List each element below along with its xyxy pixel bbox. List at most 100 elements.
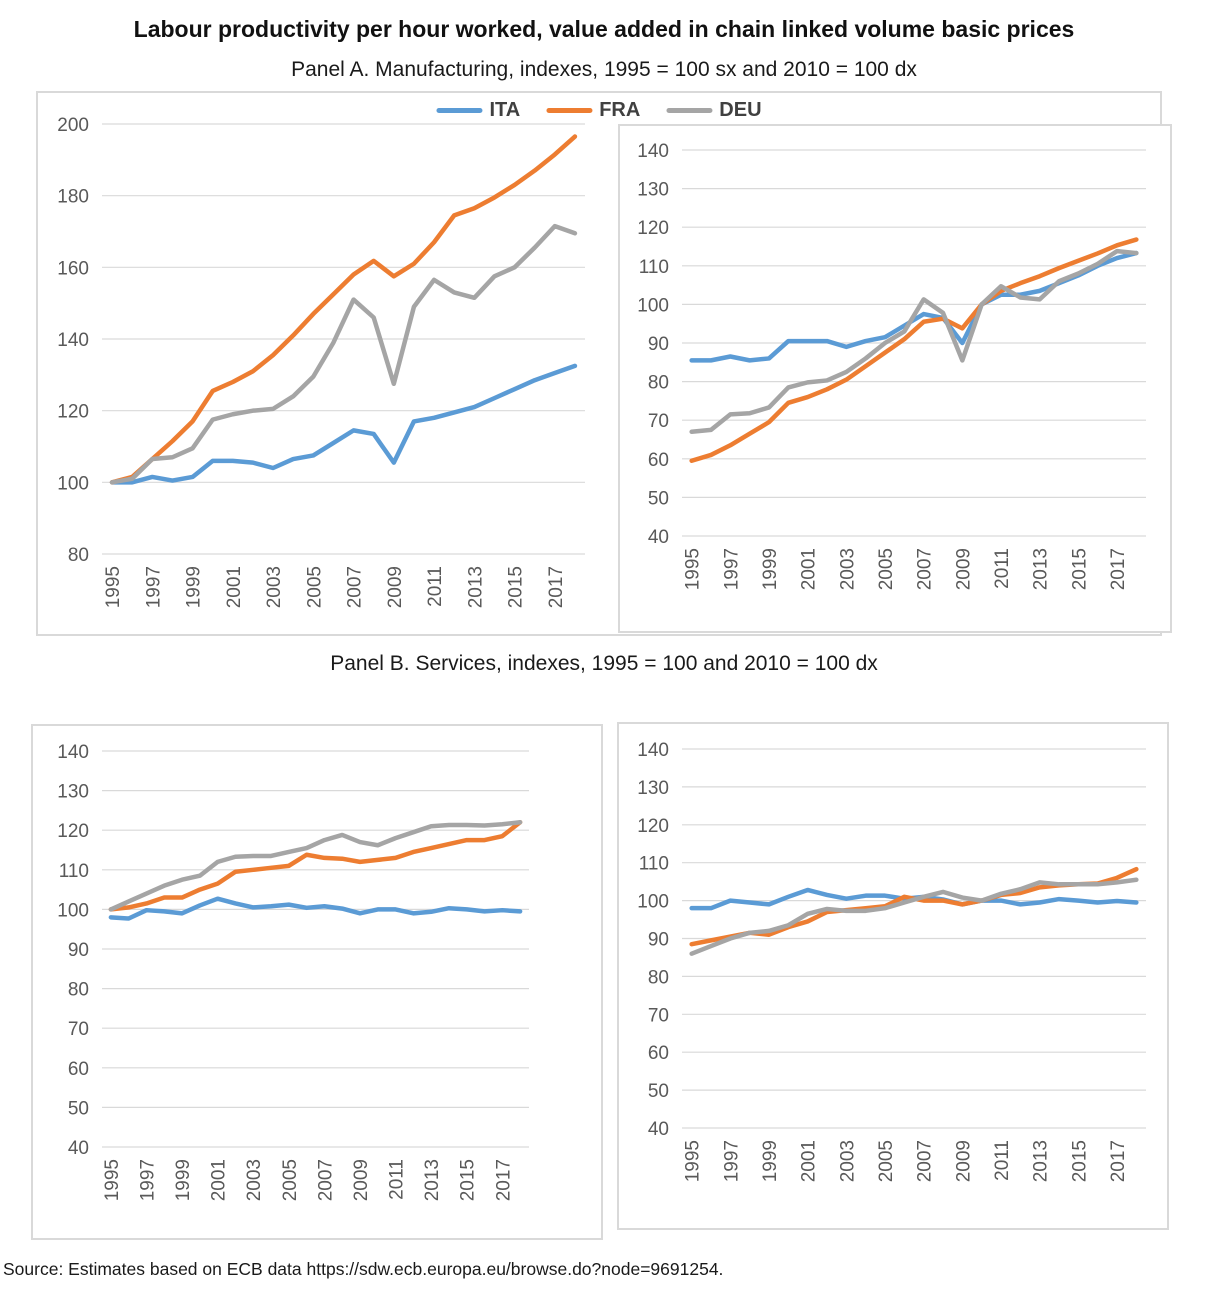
y-axis-tick-label: 110: [59, 861, 89, 882]
y-axis-tick-label: 90: [648, 930, 669, 951]
x-axis-tick-label: 2011: [992, 548, 1013, 589]
legend-item-deu: DEU: [666, 99, 762, 122]
y-axis-tick-label: 60: [648, 1043, 669, 1064]
deu-line-swatch: [666, 108, 713, 113]
x-axis-tick-label: 2011: [992, 1140, 1013, 1181]
legend-label-ita: ITA: [489, 99, 521, 121]
x-axis-tick-label: 2005: [280, 1159, 301, 1201]
x-axis-tick-label: 2003: [837, 548, 858, 590]
y-axis-tick-label: 100: [57, 900, 89, 921]
y-axis-tick-label: 80: [68, 545, 89, 566]
y-axis-tick-label: 60: [68, 1059, 89, 1080]
x-axis-tick-label: 1995: [683, 548, 704, 590]
y-axis-tick-label: 50: [648, 488, 669, 509]
series-line-fra: [109, 134, 578, 485]
y-axis-tick-label: 100: [637, 295, 669, 316]
x-axis-tick-label: 2001: [799, 1140, 820, 1182]
y-axis-tick-label: 140: [637, 141, 669, 162]
panel-a-subtitle: Panel A. Manufacturing, indexes, 1995 = …: [291, 58, 917, 81]
x-axis-tick-label: 1997: [143, 566, 164, 608]
y-axis-tick-label: 110: [639, 854, 669, 875]
y-axis-tick-label: 40: [68, 1138, 89, 1159]
y-axis-tick-label: 40: [648, 1119, 669, 1140]
x-axis-tick-label: 2015: [1069, 548, 1090, 590]
x-axis-tick-label: 2003: [244, 1159, 265, 1201]
x-axis-tick-label: 2009: [351, 1159, 372, 1201]
x-axis-tick-label: 2013: [422, 1159, 443, 1201]
y-axis-tick-label: 120: [637, 816, 669, 837]
y-axis-tick-label: 130: [637, 180, 669, 201]
y-axis-tick-label: 100: [637, 892, 669, 913]
x-axis-tick-label: 2017: [1108, 548, 1129, 590]
legend-label-deu: DEU: [719, 99, 762, 121]
x-axis-tick-label: 2003: [837, 1140, 858, 1182]
x-axis-tick-label: 2007: [315, 1159, 336, 1201]
x-axis-tick-label: 1995: [683, 1140, 704, 1182]
x-axis-tick-label: 1999: [760, 1140, 781, 1182]
series-line-ita: [108, 896, 523, 921]
x-axis-tick-label: 1997: [721, 548, 742, 590]
panel-b-subtitle: Panel B. Services, indexes, 1995 = 100 a…: [330, 652, 878, 675]
series-line-deu: [109, 223, 578, 485]
panel-a-right-chart: 40 50 60 70 80 90 100 110 120 130 140 1995 1997 1999 2…: [618, 124, 1172, 633]
y-axis-tick-label: 80: [648, 373, 669, 394]
panel-b-right-plot: 40 50 60 70 80 90 100 110 120 130 140 1995 1997 1999 2…: [637, 740, 1146, 1182]
y-axis-tick-label: 100: [57, 473, 89, 494]
x-axis-tick-label: 2005: [876, 1140, 897, 1182]
y-axis-tick-label: 50: [68, 1098, 89, 1119]
x-axis-tick-label: 2015: [506, 566, 527, 608]
y-axis-tick-label: 60: [648, 450, 669, 471]
x-axis-tick-label: 2009: [953, 1140, 974, 1182]
x-axis-tick-label: 2001: [209, 1159, 230, 1201]
panel-a-left-plot: 80 100 120 140 160 180 200 1995 1997 1999 2001 2003…: [57, 115, 585, 608]
x-axis-tick-label: 2013: [465, 566, 486, 608]
series-line-deu: [108, 820, 523, 912]
x-axis-tick-label: 2007: [345, 566, 366, 608]
series-line-fra: [108, 820, 523, 912]
x-axis-tick-label: 2011: [387, 1159, 408, 1200]
x-axis-tick-label: 2001: [799, 548, 820, 590]
x-axis-tick-label: 1995: [103, 566, 124, 608]
panel-b-left-plot: 40 50 60 70 80 90 100 110 120 130 140 1995 1997 1999 2…: [57, 742, 529, 1201]
x-axis-tick-label: 2003: [264, 566, 285, 608]
x-axis-tick-label: 2009: [385, 566, 406, 608]
y-axis-tick-label: 50: [648, 1081, 669, 1102]
figure-title: Labour productivity per hour worked, val…: [133, 16, 1075, 42]
panel-b-left-chart: 40 50 60 70 80 90 100 110 120 130 140 1995 1997 1999 2…: [31, 724, 603, 1240]
y-axis-tick-label: 80: [68, 980, 89, 1001]
x-axis-tick-label: 2007: [915, 548, 936, 590]
y-axis-tick-label: 140: [57, 742, 89, 763]
x-axis-tick-label: 2009: [953, 548, 974, 590]
y-axis-tick-label: 80: [648, 967, 669, 988]
y-axis-tick-label: 40: [648, 527, 669, 548]
legend-item-fra: FRA: [546, 99, 640, 122]
series-line-ita: [689, 250, 1139, 363]
y-axis-tick-label: 130: [57, 782, 89, 803]
x-axis-tick-label: 2011: [425, 566, 446, 607]
y-axis-tick-label: 120: [637, 218, 669, 239]
y-axis-tick-label: 90: [68, 940, 89, 961]
y-axis-tick-label: 160: [57, 258, 89, 279]
series-line-fra: [689, 237, 1139, 463]
x-axis-tick-label: 1999: [760, 548, 781, 590]
y-axis-tick-label: 180: [57, 187, 89, 208]
x-axis-tick-label: 1997: [137, 1159, 158, 1201]
y-axis-tick-label: 140: [637, 740, 669, 761]
x-axis-tick-label: 2005: [876, 548, 897, 590]
series-line-deu: [689, 877, 1139, 956]
x-axis-tick-label: 2015: [1069, 1140, 1090, 1182]
series-line-deu: [689, 248, 1139, 435]
x-axis-tick-label: 1997: [721, 1140, 742, 1182]
source-note: Source: Estimates based on ECB data http…: [3, 1259, 724, 1279]
y-axis-tick-label: 140: [57, 330, 89, 351]
ita-line-swatch: [436, 108, 483, 113]
panel-b-right-chart: 40 50 60 70 80 90 100 110 120 130 140 1995 1997 1999 2…: [617, 722, 1169, 1230]
legend-label-fra: FRA: [599, 99, 641, 121]
x-axis-tick-label: 2005: [304, 566, 325, 608]
x-axis-tick-label: 2013: [1031, 548, 1052, 590]
x-axis-tick-label: 1999: [173, 1159, 194, 1201]
x-axis-tick-label: 2017: [493, 1159, 514, 1201]
y-axis-tick-label: 120: [57, 821, 89, 842]
series-line-ita: [109, 363, 578, 485]
